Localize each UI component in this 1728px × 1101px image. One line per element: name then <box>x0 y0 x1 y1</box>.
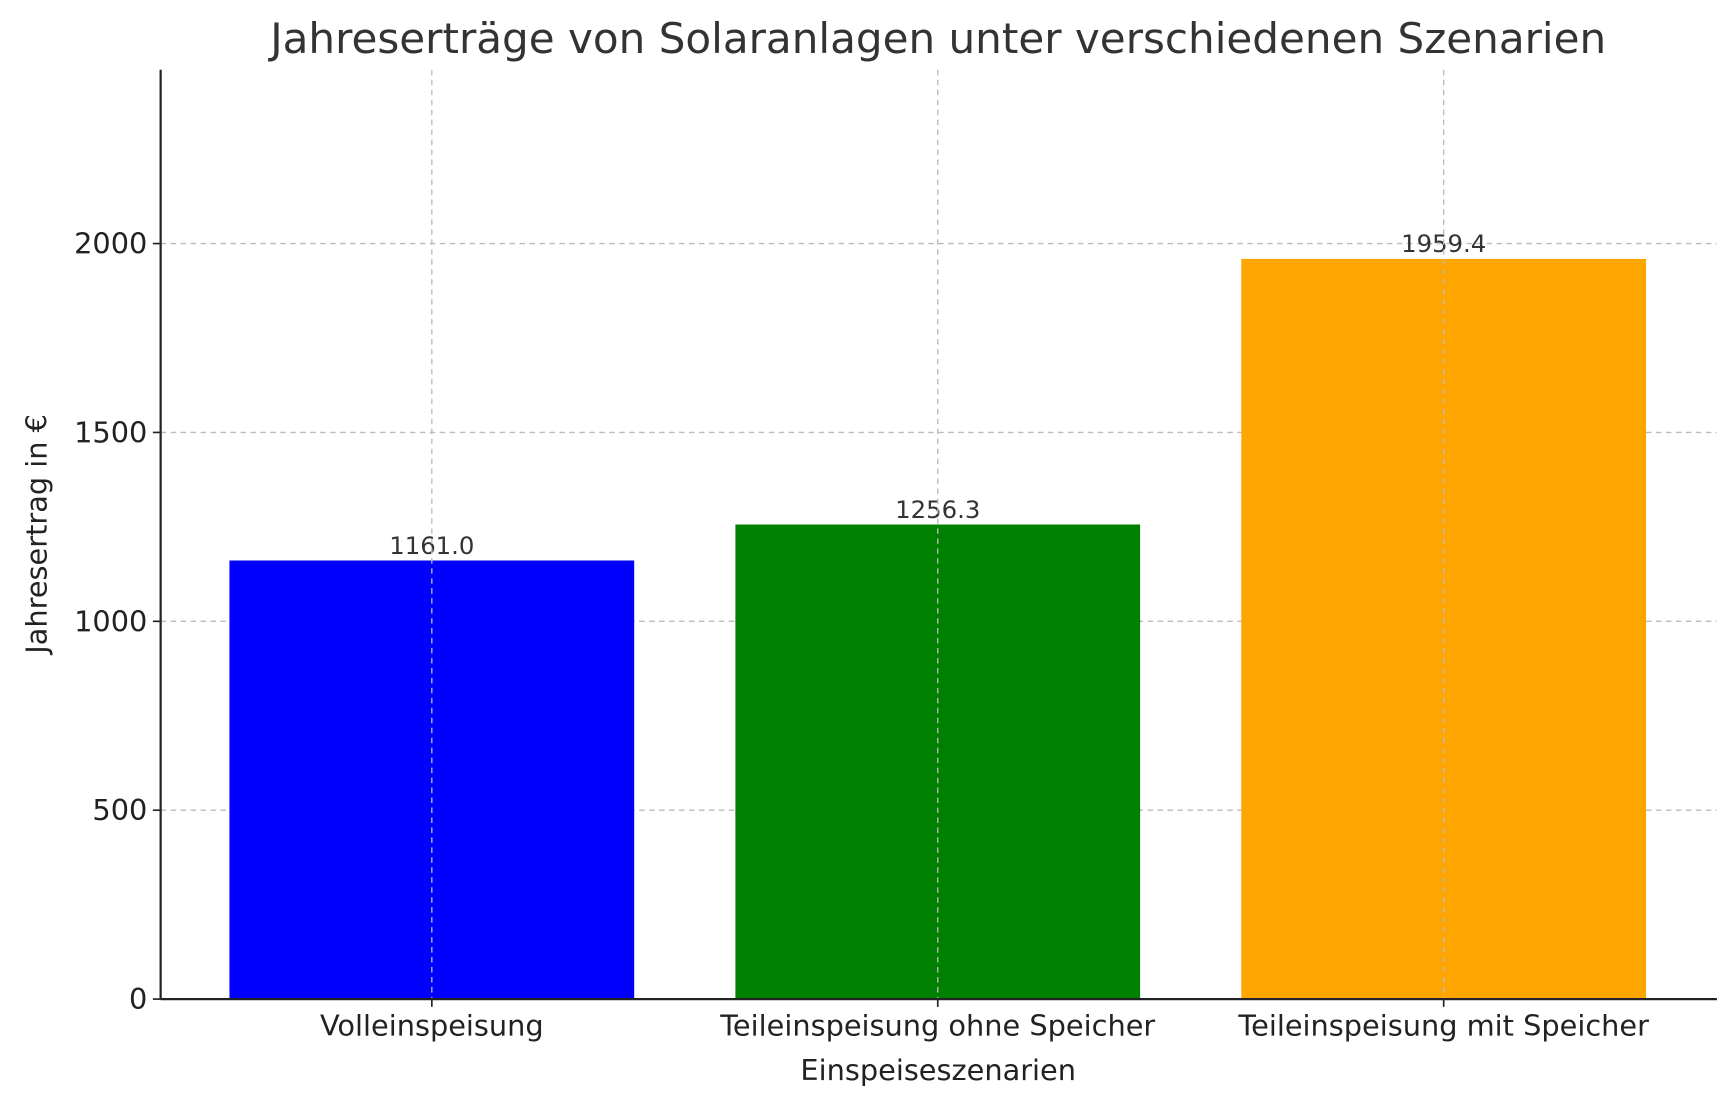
x-tick-label: Volleinspeisung <box>320 1009 544 1043</box>
y-tick-label: 2000 <box>74 227 147 261</box>
data-label: 1161.0 <box>389 531 474 560</box>
chart-title: Jahreserträge von Solaranlagen unter ver… <box>267 14 1606 63</box>
x-axis-label: Einspeiseszenarien <box>800 1053 1076 1087</box>
y-tick-label: 500 <box>92 793 147 827</box>
x-tick-label: Teileinspeisung ohne Speicher <box>719 1009 1155 1043</box>
y-tick-label: 0 <box>129 982 147 1016</box>
y-tick-label: 1500 <box>74 415 147 449</box>
y-axis-label: Jahresertrag in € <box>20 414 54 656</box>
x-tick-label: Teileinspeisung mit Speicher <box>1237 1009 1649 1043</box>
y-tick-label: 1000 <box>74 604 147 638</box>
